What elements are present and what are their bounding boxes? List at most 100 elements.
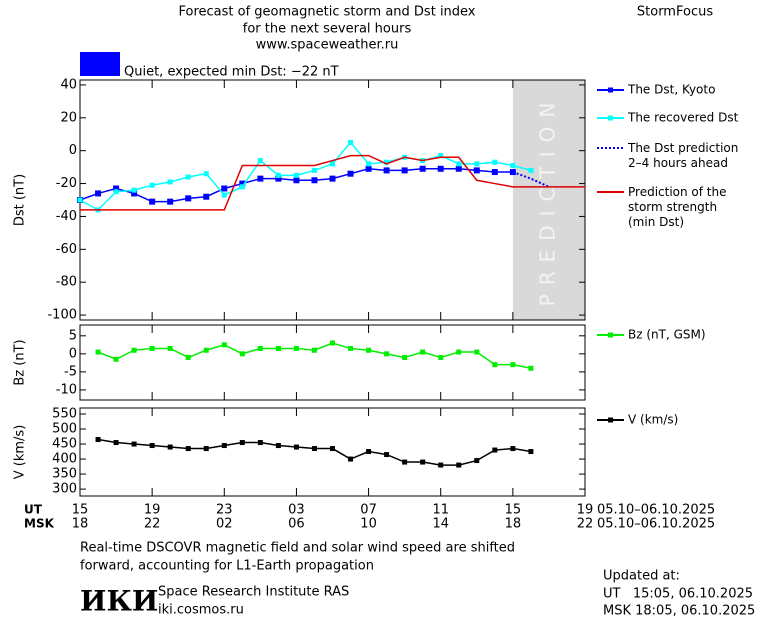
y-tick-label: 450 [52, 437, 77, 452]
x-tick-label: 11 [432, 503, 449, 518]
data-point [113, 185, 120, 192]
data-point [203, 171, 209, 177]
legend-marker [608, 417, 613, 423]
data-point [167, 444, 173, 450]
data-point [131, 187, 137, 193]
legend-marker [608, 332, 613, 338]
plot-frame [79, 407, 586, 497]
series-line [79, 141, 532, 211]
y-axis-label: V (km/s) [13, 425, 28, 480]
data-point [77, 197, 83, 203]
data-point [167, 179, 173, 185]
legend-label: Prediction of the storm strength (min Dst) [628, 185, 727, 229]
data-point [330, 340, 335, 346]
data-point [438, 354, 444, 360]
data-point [365, 165, 372, 172]
data-point [420, 349, 426, 355]
data-point [149, 345, 155, 351]
data-point [401, 167, 408, 174]
prediction-label: PREDICTION [535, 94, 559, 307]
data-point [366, 347, 372, 353]
data-point [330, 161, 335, 167]
data-point [437, 165, 444, 172]
data-point [455, 165, 462, 172]
y-tick-label: 300 [52, 482, 77, 497]
status-indicator [80, 52, 120, 76]
data-point [474, 458, 480, 464]
y-tick-label: 0 [69, 143, 77, 158]
data-point [149, 182, 155, 188]
data-point [203, 193, 210, 200]
data-point [456, 462, 462, 468]
x-tick-label-msk: 22 [144, 517, 161, 532]
y-tick-label: 500 [52, 422, 77, 437]
x-tick-label-msk: 18 [72, 517, 89, 532]
x-tick-label-msk: 18 [505, 517, 522, 532]
data-point [510, 162, 516, 168]
data-point [438, 462, 444, 468]
data-point [402, 459, 408, 465]
row-label: MSK [24, 517, 55, 531]
data-point [131, 347, 137, 353]
data-point [203, 446, 209, 452]
data-point [492, 447, 498, 453]
data-point [95, 349, 101, 355]
y-tick-label: 400 [52, 452, 77, 467]
y-tick-label: 0 [69, 346, 77, 361]
y-tick-label: -60 [56, 242, 77, 257]
data-point [293, 345, 299, 351]
data-point [149, 443, 155, 449]
x-tick-label-msk: 10 [360, 517, 377, 532]
title-line: www.spaceweather.ru [256, 38, 399, 53]
data-point [438, 153, 444, 159]
plot-frame [79, 79, 586, 321]
data-point [239, 184, 245, 190]
data-point [473, 167, 480, 174]
data-point [293, 177, 300, 184]
data-point [311, 347, 317, 353]
x-tick-label: 19 [144, 503, 161, 518]
y-axis-label: Bz (nT) [13, 339, 28, 385]
data-point [221, 342, 227, 348]
data-point [311, 177, 318, 184]
data-point [221, 185, 228, 192]
x-tick-label-msk: 02 [216, 517, 233, 532]
data-point [348, 456, 354, 462]
y-tick-label: -10 [56, 382, 77, 397]
legend-marker [608, 115, 613, 121]
data-point [420, 459, 426, 465]
row-label: UT [24, 503, 43, 517]
title-line: Forecast of geomagnetic storm and Dst in… [178, 5, 475, 20]
data-point [383, 167, 390, 174]
data-point [95, 190, 102, 197]
x-tick-label: 15 [505, 503, 522, 518]
data-point [293, 172, 299, 178]
date-range: 05.10–06.10.2025 [597, 517, 715, 532]
data-point [528, 449, 534, 455]
data-point [221, 192, 227, 198]
data-point [257, 440, 263, 446]
data-point [348, 139, 354, 145]
data-point [347, 170, 354, 177]
y-axis-label: Dst (nT) [13, 174, 28, 226]
data-point [492, 159, 498, 165]
note-line: forward, accounting for L1-Earth propaga… [80, 559, 374, 574]
data-point [131, 190, 138, 197]
note-line: Real-time DSCOVR magnetic field and sola… [80, 541, 515, 556]
status-text: Quiet, expected min Dst: −22 nT [124, 65, 339, 80]
legend-label: The Dst, Kyoto [627, 83, 715, 97]
date-range: 05.10–06.10.2025 [597, 503, 715, 518]
legend-label: The recovered Dst [627, 111, 739, 125]
data-point [474, 349, 480, 355]
plot-frame [79, 324, 586, 401]
title-line: for the next several hours [243, 22, 412, 37]
x-tick-label-msk: 06 [288, 517, 305, 532]
data-point [402, 354, 408, 360]
data-point [257, 345, 263, 351]
brand: StormFocus [637, 5, 713, 20]
site: iki.cosmos.ru [158, 603, 244, 618]
data-point [221, 443, 227, 449]
y-tick-label: -40 [56, 209, 77, 224]
data-point [384, 351, 390, 357]
data-point [185, 354, 191, 360]
